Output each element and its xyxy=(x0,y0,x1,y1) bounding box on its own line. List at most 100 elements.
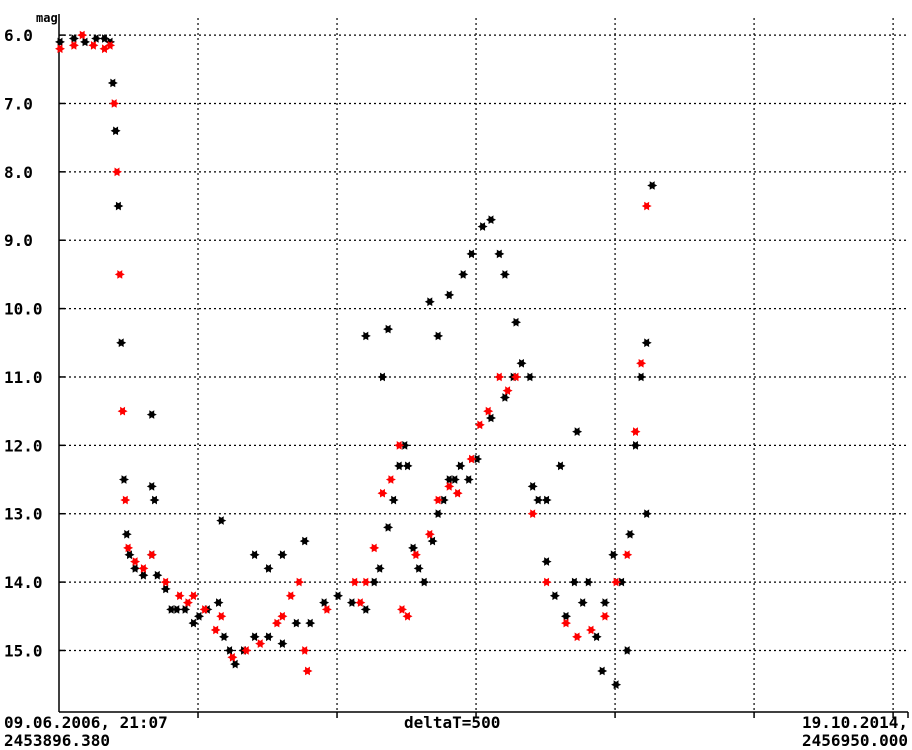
data-point-black xyxy=(569,577,580,587)
data-point-black xyxy=(427,536,438,546)
data-point-black xyxy=(533,495,544,505)
data-point-black xyxy=(124,550,135,560)
data-point-black xyxy=(188,618,199,628)
data-point-red xyxy=(494,372,505,382)
data-point-black xyxy=(399,441,410,450)
data-point-red xyxy=(138,564,149,573)
data-point-black xyxy=(91,34,102,43)
data-point-red xyxy=(561,618,571,628)
data-point-red xyxy=(255,639,266,648)
data-point-red xyxy=(182,598,193,607)
data-point-red xyxy=(541,577,552,587)
data-point-red xyxy=(641,201,652,211)
data-point-red xyxy=(123,543,134,553)
data-point-black xyxy=(152,570,163,580)
y-tick-label: 10.0 xyxy=(4,300,43,319)
data-point-black xyxy=(146,482,157,491)
data-point-red xyxy=(410,550,421,560)
data-point-black xyxy=(230,659,241,669)
data-point-black xyxy=(180,605,191,614)
data-point-red xyxy=(114,270,125,279)
y-tick-label: 12.0 xyxy=(4,436,43,455)
data-point-black xyxy=(466,249,477,259)
data-point-black xyxy=(277,550,288,560)
data-point-black xyxy=(149,495,160,505)
data-point-black xyxy=(561,611,571,621)
data-point-black xyxy=(455,461,466,471)
data-point-black xyxy=(360,331,371,341)
data-point-black xyxy=(160,584,171,594)
data-point-black xyxy=(277,639,288,648)
data-point-black xyxy=(549,591,560,601)
data-point-black xyxy=(377,372,388,382)
data-point-black xyxy=(622,646,633,655)
data-point-black xyxy=(608,550,619,560)
data-point-black xyxy=(444,475,455,484)
data-point-black xyxy=(499,270,510,279)
data-point-red xyxy=(360,577,371,587)
data-point-red xyxy=(444,482,455,491)
x-center-label: deltaT=500 xyxy=(404,713,500,732)
data-point-red xyxy=(321,605,332,614)
data-point-black xyxy=(99,34,110,43)
data-point-black xyxy=(121,529,132,539)
y-tick-label: 14.0 xyxy=(4,573,43,592)
data-point-black xyxy=(616,577,627,587)
data-point-black xyxy=(577,598,588,607)
data-point-red xyxy=(241,646,252,655)
data-point-black xyxy=(541,557,552,566)
x-start-jd-label: 2453896.380 xyxy=(4,731,110,750)
y-tick-label: 15.0 xyxy=(4,641,43,660)
data-point-red xyxy=(630,427,641,436)
data-point-black xyxy=(166,605,177,614)
data-point-red xyxy=(112,167,122,177)
data-point-red xyxy=(160,577,171,587)
data-point-black xyxy=(527,482,538,491)
data-point-red xyxy=(377,488,388,498)
data-point-red xyxy=(402,611,413,621)
axis-ticks xyxy=(59,34,909,718)
data-point-red xyxy=(586,625,596,635)
data-point-red xyxy=(452,488,463,498)
data-point-red xyxy=(572,632,583,642)
data-point-black xyxy=(511,317,521,327)
data-point-black xyxy=(80,37,90,47)
data-point-black xyxy=(113,201,124,211)
data-point-red xyxy=(99,44,110,54)
y-tick-label: 6.0 xyxy=(4,26,33,45)
data-point-black xyxy=(641,509,652,518)
data-point-black xyxy=(305,618,316,628)
data-point-red xyxy=(511,372,521,382)
data-point-black xyxy=(647,181,658,190)
data-point-black xyxy=(433,331,444,341)
data-point-red xyxy=(622,550,633,560)
data-point-black xyxy=(541,495,552,505)
data-point-black xyxy=(463,475,474,484)
data-point-black xyxy=(433,509,444,518)
data-point-black xyxy=(249,632,260,642)
data-point-red xyxy=(502,386,513,395)
data-point-black xyxy=(219,632,229,642)
data-point-red xyxy=(369,543,380,553)
x-start-date-label: 09.06.2006, 21:07 xyxy=(4,713,168,732)
data-point-black xyxy=(636,372,647,382)
data-point-black xyxy=(394,461,405,471)
data-points xyxy=(55,30,658,689)
data-point-black xyxy=(249,550,260,560)
data-point-red xyxy=(483,406,494,416)
data-point-black xyxy=(138,570,149,580)
data-point-black xyxy=(319,598,330,607)
data-point-red xyxy=(355,598,366,607)
data-point-black xyxy=(438,495,449,505)
data-point-black xyxy=(374,564,385,573)
data-point-red xyxy=(55,44,65,54)
data-point-black xyxy=(424,297,435,307)
data-point-black xyxy=(408,543,419,553)
y-tick-label: 13.0 xyxy=(4,505,43,524)
data-point-red xyxy=(433,495,444,505)
data-point-black xyxy=(171,605,182,614)
y-tick-label: 8.0 xyxy=(4,163,33,182)
data-point-black xyxy=(369,577,380,587)
data-point-red xyxy=(199,605,210,614)
